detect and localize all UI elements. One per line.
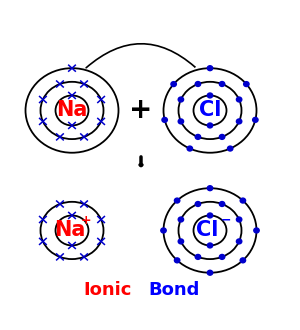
Circle shape bbox=[207, 123, 213, 128]
Circle shape bbox=[227, 146, 233, 151]
Text: +: + bbox=[81, 214, 92, 227]
Circle shape bbox=[240, 198, 246, 203]
Circle shape bbox=[207, 186, 213, 191]
Circle shape bbox=[219, 254, 225, 259]
Circle shape bbox=[240, 258, 246, 263]
Text: +: + bbox=[129, 96, 153, 124]
Circle shape bbox=[253, 117, 258, 122]
Circle shape bbox=[174, 198, 180, 203]
Circle shape bbox=[244, 82, 249, 86]
Circle shape bbox=[219, 202, 225, 207]
Circle shape bbox=[207, 243, 213, 248]
Circle shape bbox=[178, 239, 184, 244]
Circle shape bbox=[178, 97, 184, 102]
Circle shape bbox=[171, 82, 176, 86]
Text: Bond: Bond bbox=[148, 281, 200, 299]
Circle shape bbox=[236, 217, 242, 222]
Text: Na: Na bbox=[56, 100, 88, 120]
Circle shape bbox=[207, 213, 213, 218]
Circle shape bbox=[174, 258, 180, 263]
Circle shape bbox=[254, 228, 259, 233]
Circle shape bbox=[162, 117, 167, 122]
Circle shape bbox=[207, 93, 213, 98]
Circle shape bbox=[195, 202, 201, 207]
Circle shape bbox=[236, 119, 242, 124]
Circle shape bbox=[219, 134, 225, 139]
Circle shape bbox=[187, 146, 193, 151]
Circle shape bbox=[236, 97, 242, 102]
Text: Na: Na bbox=[54, 220, 85, 241]
Text: Ionic: Ionic bbox=[84, 281, 132, 299]
Circle shape bbox=[161, 228, 166, 233]
Text: Cl: Cl bbox=[199, 100, 221, 120]
Text: Cl: Cl bbox=[196, 220, 219, 241]
Circle shape bbox=[207, 270, 213, 275]
Circle shape bbox=[219, 82, 225, 86]
Circle shape bbox=[207, 66, 213, 71]
Circle shape bbox=[236, 239, 242, 244]
Circle shape bbox=[178, 119, 184, 124]
Circle shape bbox=[178, 217, 184, 222]
Text: −: − bbox=[220, 214, 231, 227]
Circle shape bbox=[195, 82, 201, 86]
Circle shape bbox=[195, 134, 201, 139]
FancyArrowPatch shape bbox=[86, 44, 195, 68]
Circle shape bbox=[195, 254, 201, 259]
